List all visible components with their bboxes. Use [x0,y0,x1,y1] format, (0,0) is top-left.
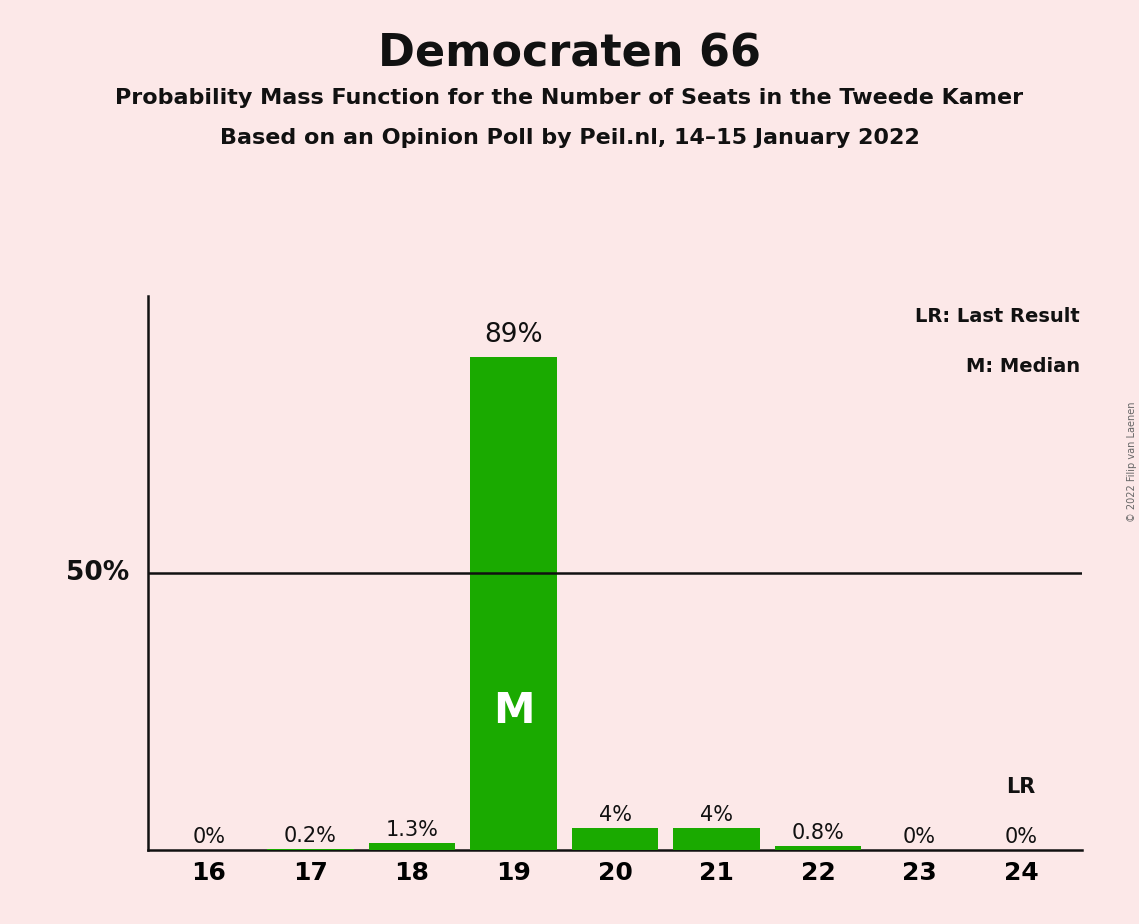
Text: 0%: 0% [903,827,936,847]
Text: 89%: 89% [484,322,543,348]
Text: 1.3%: 1.3% [386,821,439,840]
Text: 0.2%: 0.2% [284,826,337,846]
Text: Based on an Opinion Poll by Peil.nl, 14–15 January 2022: Based on an Opinion Poll by Peil.nl, 14–… [220,128,919,148]
Bar [268,849,353,850]
Text: Probability Mass Function for the Number of Seats in the Tweede Kamer: Probability Mass Function for the Number… [115,88,1024,108]
Text: LR: Last Result: LR: Last Result [916,307,1080,326]
Bar [369,843,456,850]
Text: M: Median: M: Median [966,357,1080,376]
Bar [470,357,557,850]
Text: © 2022 Filip van Laenen: © 2022 Filip van Laenen [1126,402,1137,522]
Text: 50%: 50% [66,560,130,586]
Text: 4%: 4% [700,805,734,825]
Bar [572,828,658,850]
Bar [673,828,760,850]
Text: Democraten 66: Democraten 66 [378,32,761,76]
Text: 4%: 4% [599,805,631,825]
Bar [775,845,861,850]
Text: M: M [493,690,534,733]
Text: LR: LR [1007,777,1035,797]
Text: 0%: 0% [1005,827,1038,847]
Text: 0.8%: 0.8% [792,823,844,843]
Text: 0%: 0% [192,827,226,847]
